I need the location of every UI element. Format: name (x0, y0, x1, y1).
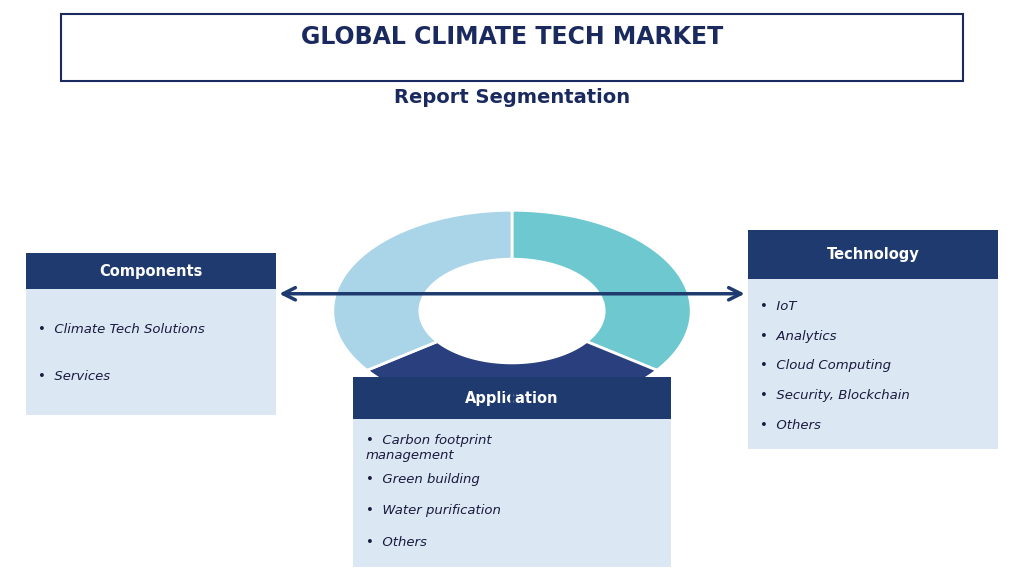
FancyBboxPatch shape (748, 230, 998, 279)
Circle shape (420, 259, 604, 363)
Text: Components: Components (99, 264, 203, 279)
Text: •  Green building: • Green building (366, 473, 479, 486)
FancyBboxPatch shape (26, 253, 276, 289)
FancyBboxPatch shape (26, 289, 276, 415)
Text: •  Others: • Others (366, 536, 426, 549)
Text: Technology: Technology (826, 247, 920, 262)
FancyBboxPatch shape (353, 419, 671, 567)
FancyBboxPatch shape (61, 14, 963, 81)
Text: •  Others: • Others (760, 419, 820, 432)
Text: •  Security, Blockchain: • Security, Blockchain (760, 389, 909, 402)
Text: •  Analytics: • Analytics (760, 329, 837, 343)
Text: •  Services: • Services (38, 370, 110, 383)
Polygon shape (333, 210, 512, 370)
Text: •  Carbon footprint
management: • Carbon footprint management (366, 434, 492, 462)
Text: Application: Application (465, 391, 559, 406)
Text: GLOBAL CLIMATE TECH MARKET: GLOBAL CLIMATE TECH MARKET (301, 25, 723, 50)
FancyBboxPatch shape (748, 279, 998, 449)
Polygon shape (512, 210, 691, 370)
Text: •  Climate Tech Solutions: • Climate Tech Solutions (38, 323, 205, 336)
Text: •  Water purification: • Water purification (366, 505, 501, 517)
Text: •  Cloud Computing: • Cloud Computing (760, 359, 891, 372)
FancyBboxPatch shape (353, 377, 671, 419)
Text: •  IoT: • IoT (760, 300, 797, 313)
Polygon shape (367, 342, 657, 412)
Text: Report Segmentation: Report Segmentation (394, 89, 630, 107)
